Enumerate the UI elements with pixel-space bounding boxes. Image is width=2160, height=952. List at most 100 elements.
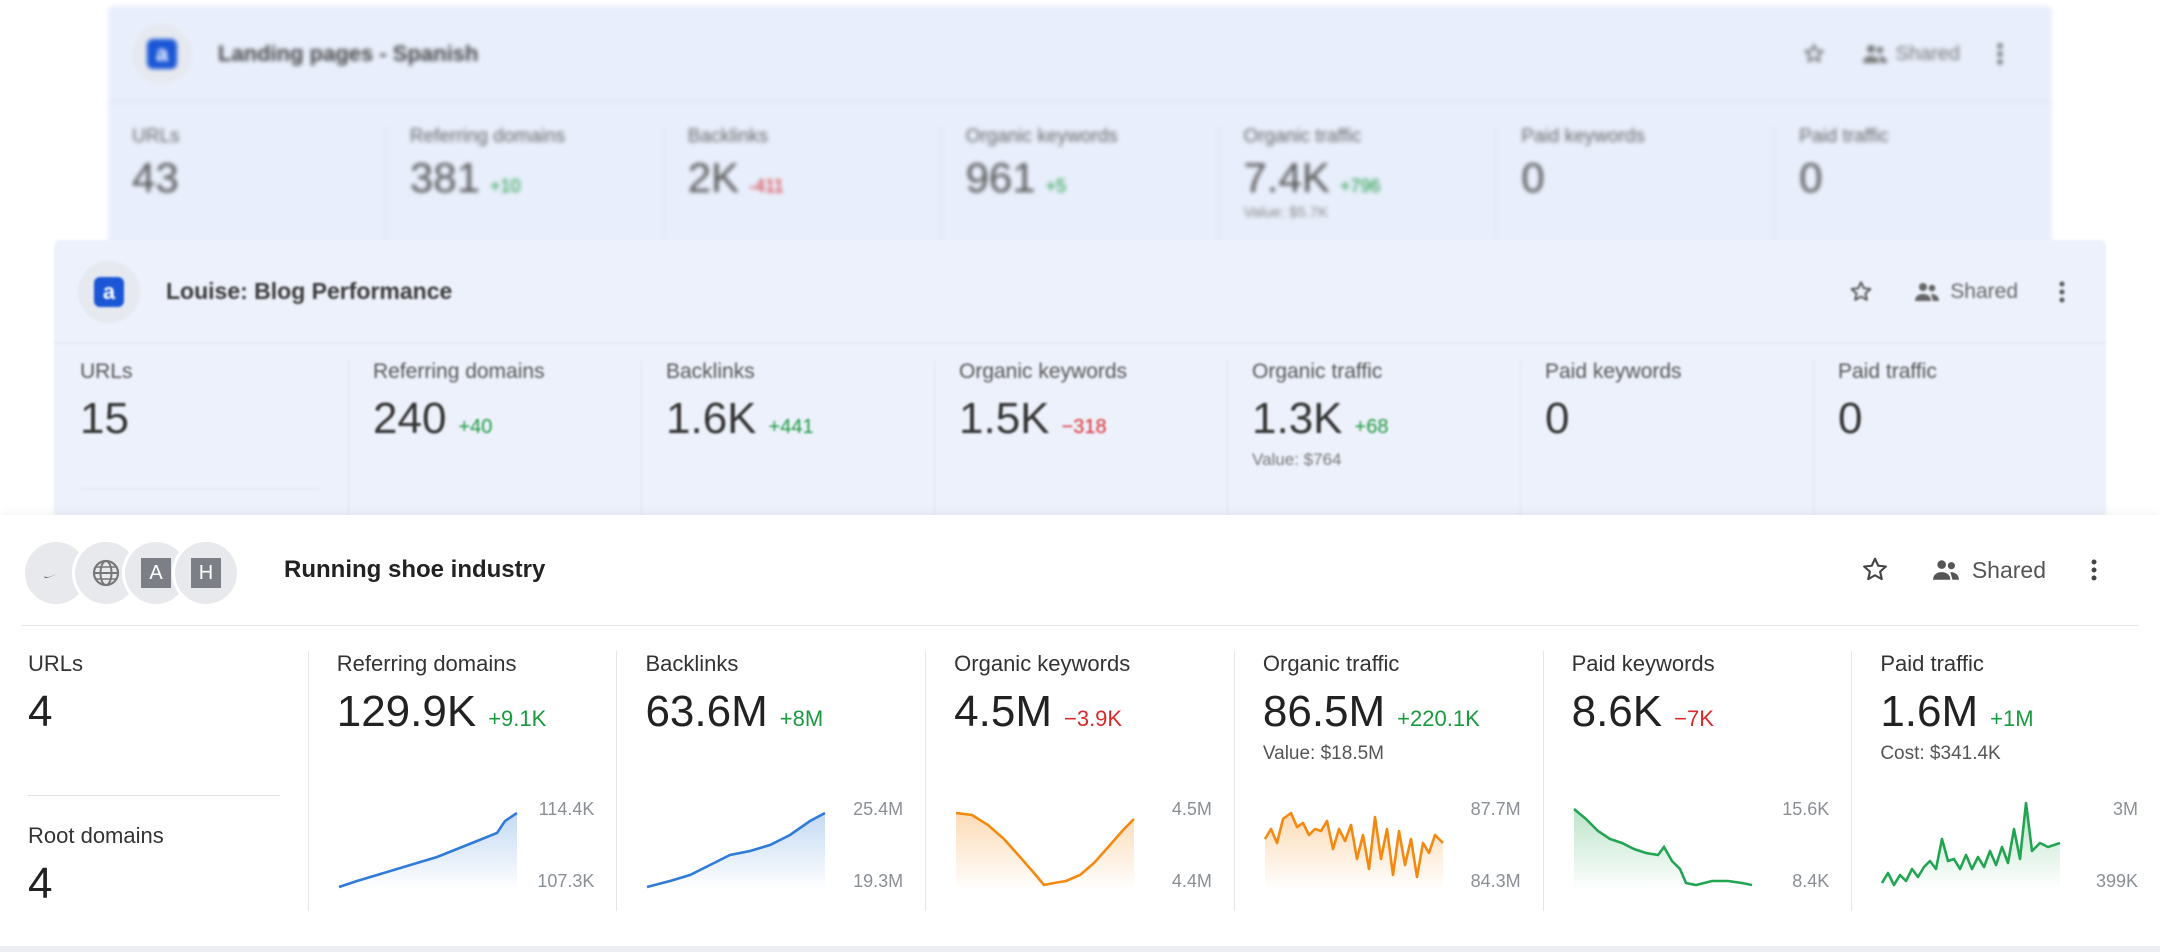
sparkline-min: 4.4M bbox=[1171, 871, 1212, 891]
card-bottom-border bbox=[0, 946, 2160, 952]
metric-referring-domains[interactable]: Referring domains 381 +10 bbox=[386, 126, 664, 256]
metric-backlinks[interactable]: Backlinks 63.6M +8M 25.4M 19.3M bbox=[617, 651, 927, 911]
shared-button[interactable]: Shared bbox=[1932, 557, 2046, 584]
metric-value: 961 bbox=[965, 154, 1036, 201]
metric-paid-keywords[interactable]: Paid keywords 0 bbox=[1521, 360, 1814, 520]
card-title[interactable]: Landing pages - Spanish bbox=[218, 40, 479, 66]
metric-organic-keywords[interactable]: Organic keywords 4.5M −3.9K 4.5M 4.4M bbox=[926, 651, 1235, 911]
backlinks-sparkline bbox=[647, 811, 827, 891]
metric-delta: +796 bbox=[1339, 176, 1381, 196]
card-header: A H Running shoe industry Shared bbox=[22, 515, 2138, 626]
metric-label: URLs bbox=[132, 126, 180, 147]
favicon-letter: H bbox=[191, 558, 221, 588]
metric-backlinks[interactable]: Backlinks 2K -411 bbox=[664, 126, 942, 256]
metric-value: 43 bbox=[132, 154, 179, 201]
metric-value: 0 bbox=[1838, 394, 1863, 443]
paid-traffic-sparkline bbox=[1881, 801, 2061, 891]
star-icon[interactable] bbox=[1848, 279, 1874, 305]
metric-organic-traffic[interactable]: Organic traffic 86.5M +220.1K Value: $18.… bbox=[1235, 651, 1544, 911]
metric-backlinks[interactable]: Backlinks 1.6K +441 bbox=[642, 360, 935, 520]
star-icon[interactable] bbox=[1802, 42, 1826, 66]
card-actions: Shared bbox=[1802, 6, 2005, 102]
people-icon bbox=[1932, 560, 1959, 580]
people-icon bbox=[1862, 45, 1887, 63]
metric-referring-domains[interactable]: Referring domains 240 +40 bbox=[349, 360, 642, 520]
more-options-icon[interactable] bbox=[1996, 42, 2004, 66]
metric-paid-traffic[interactable]: Paid traffic 0 bbox=[1775, 126, 2052, 256]
metric-sub: Value: $5.7K bbox=[1243, 204, 1329, 221]
metric-delta: +40 bbox=[458, 416, 493, 438]
metric-label: Paid traffic bbox=[1838, 360, 1937, 383]
organic-traffic-sparkline bbox=[1263, 811, 1444, 891]
divider bbox=[28, 795, 280, 796]
metrics-row: URLs 15 Referring domains 240 +40 Backlin… bbox=[54, 360, 2106, 520]
card-header: a Landing pages - Spanish Shared bbox=[108, 6, 2052, 102]
metric-value: 129.9K bbox=[336, 687, 477, 736]
metric-root-domains[interactable]: Root domains 4 bbox=[28, 823, 164, 909]
metric-label: Paid keywords bbox=[1521, 126, 1645, 147]
ahrefs-logo-icon: a bbox=[147, 38, 177, 69]
sparkline-max: 114.4K bbox=[538, 799, 595, 819]
metric-value: 4 bbox=[28, 859, 53, 908]
shared-button[interactable]: Shared bbox=[1914, 280, 2018, 304]
metric-delta: −7K bbox=[1674, 706, 1714, 731]
metric-urls[interactable]: URLs 15 bbox=[80, 360, 349, 520]
metric-organic-traffic[interactable]: Organic traffic 7.4K +796 Value: $5.7K bbox=[1219, 126, 1498, 256]
metric-paid-keywords[interactable]: Paid keywords 0 bbox=[1497, 126, 1776, 256]
metric-value: 1.6K bbox=[666, 394, 757, 443]
sparkline-max: 25.4M bbox=[853, 799, 904, 819]
metric-paid-keywords[interactable]: Paid keywords 8.6K −7K 15.6K 8.4K bbox=[1544, 651, 1853, 911]
more-options-icon[interactable] bbox=[2058, 280, 2066, 304]
sparkline-min: 107.3K bbox=[537, 871, 595, 891]
metric-label: Referring domains bbox=[373, 360, 545, 383]
metric-referring-domains[interactable]: Referring domains 129.9K +9.1K 114.4K 107… bbox=[309, 651, 618, 911]
more-options-icon[interactable] bbox=[2090, 557, 2098, 583]
metric-delta: +10 bbox=[489, 176, 521, 196]
divider bbox=[80, 488, 320, 489]
shared-button[interactable]: Shared bbox=[1862, 43, 1960, 66]
metric-value: 1.3K bbox=[1252, 394, 1343, 443]
metrics-row: URLs 43 Referring domains 381 +10 Backlin… bbox=[108, 126, 2052, 256]
metric-label: Organic keywords bbox=[959, 360, 1128, 383]
metric-label: Backlinks bbox=[666, 360, 755, 383]
favicon-stack: A H bbox=[22, 535, 258, 607]
sparkline-min: 84.3M bbox=[1470, 871, 1521, 891]
metric-urls[interactable]: URLs 43 bbox=[132, 126, 386, 256]
metric-label: Organic traffic bbox=[1262, 651, 1400, 676]
favicon-letter: A bbox=[141, 558, 171, 588]
portfolio-card-louise-blog-performance[interactable]: a Louise: Blog Performance Shared URLs 1… bbox=[54, 240, 2106, 520]
metric-sub: Cost: $341.4K bbox=[1880, 743, 2001, 764]
sparkline-max: 4.5M bbox=[1171, 799, 1212, 819]
metric-delta: +441 bbox=[768, 416, 814, 438]
metric-organic-keywords[interactable]: Organic keywords 1.5K −318 bbox=[935, 360, 1228, 520]
card-title[interactable]: Louise: Blog Performance bbox=[166, 278, 453, 304]
metric-delta: +9.1K bbox=[488, 706, 547, 731]
metric-value: 1.6M bbox=[1880, 687, 1979, 736]
metric-label: Root domains bbox=[28, 823, 164, 848]
metric-organic-keywords[interactable]: Organic keywords 961 +5 bbox=[942, 126, 1220, 256]
metric-value: 381 bbox=[409, 154, 480, 201]
metric-urls[interactable]: URLs 4 Root domains 4 bbox=[28, 651, 309, 911]
metric-paid-traffic[interactable]: Paid traffic 1.6M +1M Cost: $341.4K 3M 39… bbox=[1852, 651, 2160, 911]
metric-value: 7.4K bbox=[1243, 154, 1330, 201]
metric-delta: -411 bbox=[749, 176, 784, 196]
sparkline-max: 15.6K bbox=[1782, 799, 1830, 819]
metric-paid-traffic[interactable]: Paid traffic 0 bbox=[1814, 360, 2106, 520]
card-title[interactable]: Running shoe industry bbox=[284, 556, 546, 583]
metric-organic-traffic[interactable]: Organic traffic 1.3K +68 Value: $764 bbox=[1228, 360, 1521, 520]
metric-sub: Value: $764 bbox=[1252, 450, 1342, 469]
sparkline-min: 8.4K bbox=[1792, 871, 1830, 891]
card-avatar: a bbox=[132, 23, 192, 84]
portfolio-card-landing-pages-spanish[interactable]: a Landing pages - Spanish Shared URLs 43… bbox=[108, 6, 2052, 256]
metric-value: 4.5M bbox=[954, 687, 1052, 736]
star-icon[interactable] bbox=[1860, 555, 1890, 585]
portfolio-card-running-shoe-industry[interactable]: A H Running shoe industry Shared URLs 4 bbox=[0, 515, 2160, 952]
metric-label: URLs bbox=[28, 651, 84, 676]
paid-keywords-sparkline bbox=[1572, 808, 1752, 891]
metric-sub: Value: $18.5M bbox=[1262, 743, 1384, 764]
metric-label: Referring domains bbox=[336, 651, 517, 676]
organic-keywords-sparkline bbox=[955, 811, 1136, 891]
metric-value: 8.6K bbox=[1571, 687, 1663, 736]
metric-value: 4 bbox=[28, 687, 53, 736]
metrics-row: URLs 4 Root domains 4 Referring domains … bbox=[0, 651, 2160, 933]
